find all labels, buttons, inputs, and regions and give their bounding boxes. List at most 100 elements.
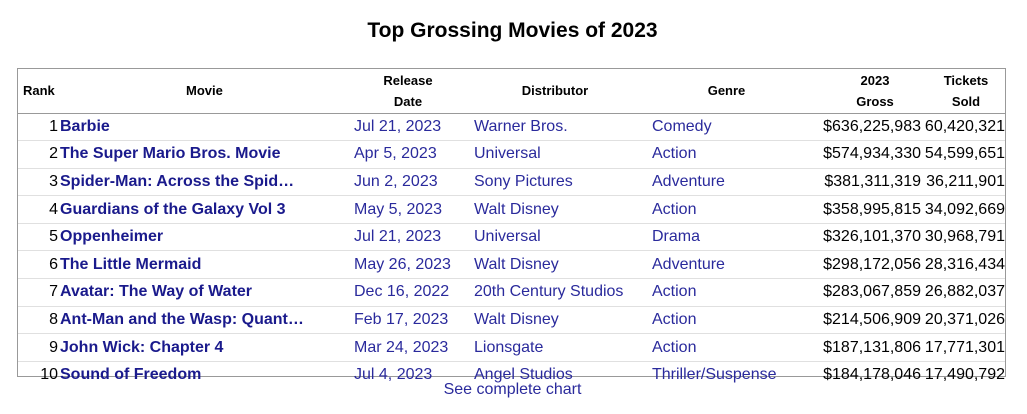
movie-cell: The Little Mermaid xyxy=(60,250,350,280)
genre-cell: Action xyxy=(644,278,809,307)
header-rank: Rank xyxy=(23,83,55,99)
distributor-cell: 20th Century Studios xyxy=(466,278,644,307)
movie-link[interactable]: The Little Mermaid xyxy=(60,255,202,273)
table-row: 10 Sound of Freedom Jul 4, 2023 Angel St… xyxy=(18,361,1005,388)
movie-link[interactable]: Spider-Man: Across the Spid… xyxy=(60,172,295,190)
distributor-link[interactable]: Walt Disney xyxy=(474,310,559,328)
genre-cell: Adventure xyxy=(644,168,809,197)
movie-cell: Ant-Man and the Wasp: Quant… xyxy=(60,306,350,335)
distributor-link[interactable]: Sony Pictures xyxy=(474,172,573,190)
movie-cell: Spider-Man: Across the Spid… xyxy=(60,168,350,197)
release-date-link[interactable]: Jul 4, 2023 xyxy=(354,366,433,384)
distributor-link[interactable]: Walt Disney xyxy=(474,255,559,273)
release-cell: May 5, 2023 xyxy=(350,195,466,224)
movie-link[interactable]: The Super Mario Bros. Movie xyxy=(60,145,281,163)
gross-cell: $358,995,815 xyxy=(809,195,921,224)
release-date-link[interactable]: Jul 21, 2023 xyxy=(354,117,442,135)
genre-cell: Action xyxy=(644,140,809,169)
header-genre: Genre xyxy=(707,83,746,99)
genre-cell: Thriller/Suspense xyxy=(644,361,809,388)
movie-cell: Sound of Freedom xyxy=(60,361,350,388)
genre-cell: Action xyxy=(644,333,809,362)
movie-cell: The Super Mario Bros. Movie xyxy=(60,140,350,169)
release-date-link[interactable]: Jun 2, 2023 xyxy=(354,172,438,190)
movie-link[interactable]: Barbie xyxy=(60,117,110,135)
genre-link[interactable]: Action xyxy=(652,310,697,328)
genre-link[interactable]: Drama xyxy=(652,228,701,246)
distributor-cell: Walt Disney xyxy=(466,306,644,335)
tickets-cell: 17,771,301 xyxy=(921,333,1005,362)
rank-cell: 9 xyxy=(18,333,60,362)
genre-link[interactable]: Action xyxy=(652,145,697,163)
movie-link[interactable]: Ant-Man and the Wasp: Quant… xyxy=(60,310,304,328)
tickets-cell: 36,211,901 xyxy=(921,168,1005,197)
rank-cell: 1 xyxy=(18,113,60,142)
page-title: Top Grossing Movies of 2023 xyxy=(367,19,658,42)
release-date-link[interactable]: Dec 16, 2022 xyxy=(354,283,450,301)
header-release-line1: Release xyxy=(383,72,433,88)
tickets-cell: 17,490,792 xyxy=(924,366,1005,384)
distributor-link[interactable]: Walt Disney xyxy=(474,200,559,218)
release-cell: May 26, 2023 xyxy=(350,250,466,280)
genre-cell: Drama xyxy=(644,223,809,252)
genre-link[interactable]: Action xyxy=(652,200,697,218)
distributor-cell: Walt Disney xyxy=(466,195,644,224)
release-cell: Dec 16, 2022 xyxy=(350,278,466,307)
genre-link[interactable]: Comedy xyxy=(652,117,712,135)
distributor-link[interactable]: Angel Studios xyxy=(474,366,573,384)
genre-link[interactable]: Adventure xyxy=(652,255,725,273)
rank-cell: 8 xyxy=(18,306,60,335)
tickets-cell: 60,420,321 xyxy=(921,113,1005,142)
release-date-link[interactable]: Mar 24, 2023 xyxy=(354,338,449,356)
genre-link[interactable]: Adventure xyxy=(652,172,725,190)
distributor-link[interactable]: Warner Bros. xyxy=(474,117,568,135)
header-tickets-line2: Sold xyxy=(951,93,981,109)
release-cell: Apr 5, 2023 xyxy=(350,140,466,169)
gross-cell: $187,131,806 xyxy=(809,333,921,362)
genre-link[interactable]: Thriller/Suspense xyxy=(652,366,777,384)
movie-cell: Avatar: The Way of Water xyxy=(60,278,350,307)
distributor-link[interactable]: 20th Century Studios xyxy=(474,283,624,301)
genre-link[interactable]: Action xyxy=(652,338,697,356)
header-gross-line2: Gross xyxy=(856,93,894,109)
gross-cell: $184,178,046 xyxy=(823,366,921,384)
header-distributor: Distributor xyxy=(521,83,589,99)
header-movie: Movie xyxy=(186,83,223,99)
movie-link[interactable]: Oppenheimer xyxy=(60,228,164,246)
genre-link[interactable]: Action xyxy=(652,283,697,301)
tickets-cell: 20,371,026 xyxy=(921,306,1005,335)
gross-cell: $574,934,330 xyxy=(809,140,921,169)
table-row: 7 Avatar: The Way of Water Dec 16, 2022 … xyxy=(18,278,1005,307)
rank-cell: 5 xyxy=(18,223,60,252)
distributor-link[interactable]: Universal xyxy=(474,228,541,246)
header-gross: 2023 Gross xyxy=(809,69,921,113)
distributor-cell: Lionsgate xyxy=(466,333,644,362)
release-date-link[interactable]: Feb 17, 2023 xyxy=(354,310,449,328)
tickets-cell: 34,092,669 xyxy=(921,195,1005,224)
release-date-link[interactable]: May 26, 2023 xyxy=(354,255,451,273)
movie-link[interactable]: John Wick: Chapter 4 xyxy=(60,338,224,356)
header-tickets-line1: Tickets xyxy=(943,72,989,88)
tickets-cell: 30,968,791 xyxy=(921,223,1005,252)
table-row: 8 Ant-Man and the Wasp: Quant… Feb 17, 2… xyxy=(18,306,1005,335)
movie-link[interactable]: Guardians of the Galaxy Vol 3 xyxy=(60,200,286,218)
distributor-cell: Walt Disney xyxy=(466,250,644,280)
release-cell: Mar 24, 2023 xyxy=(350,333,466,362)
rank-cell: 2 xyxy=(18,140,60,169)
rank-cell: 7 xyxy=(18,278,60,307)
see-complete-chart-link[interactable]: See complete chart xyxy=(443,381,582,398)
release-date-link[interactable]: Apr 5, 2023 xyxy=(354,145,437,163)
release-date-link[interactable]: May 5, 2023 xyxy=(354,200,443,218)
rank-cell: 4 xyxy=(18,195,60,224)
table-row: 6 The Little Mermaid May 26, 2023 Walt D… xyxy=(18,250,1005,280)
movies-table-container: Rank Movie Release Date Distributor Genr… xyxy=(17,68,1006,383)
distributor-link[interactable]: Lionsgate xyxy=(474,338,544,356)
distributor-link[interactable]: Universal xyxy=(474,145,541,163)
release-date-link[interactable]: Jul 21, 2023 xyxy=(354,228,442,246)
movie-link[interactable]: Sound of Freedom xyxy=(60,366,202,384)
table-row: 4 Guardians of the Galaxy Vol 3 May 5, 2… xyxy=(18,195,1005,224)
table-row: 3 Spider-Man: Across the Spid… Jun 2, 20… xyxy=(18,168,1005,197)
movies-table: Rank Movie Release Date Distributor Genr… xyxy=(18,69,1005,388)
movie-cell: John Wick: Chapter 4 xyxy=(60,333,350,362)
movie-link[interactable]: Avatar: The Way of Water xyxy=(60,283,253,301)
